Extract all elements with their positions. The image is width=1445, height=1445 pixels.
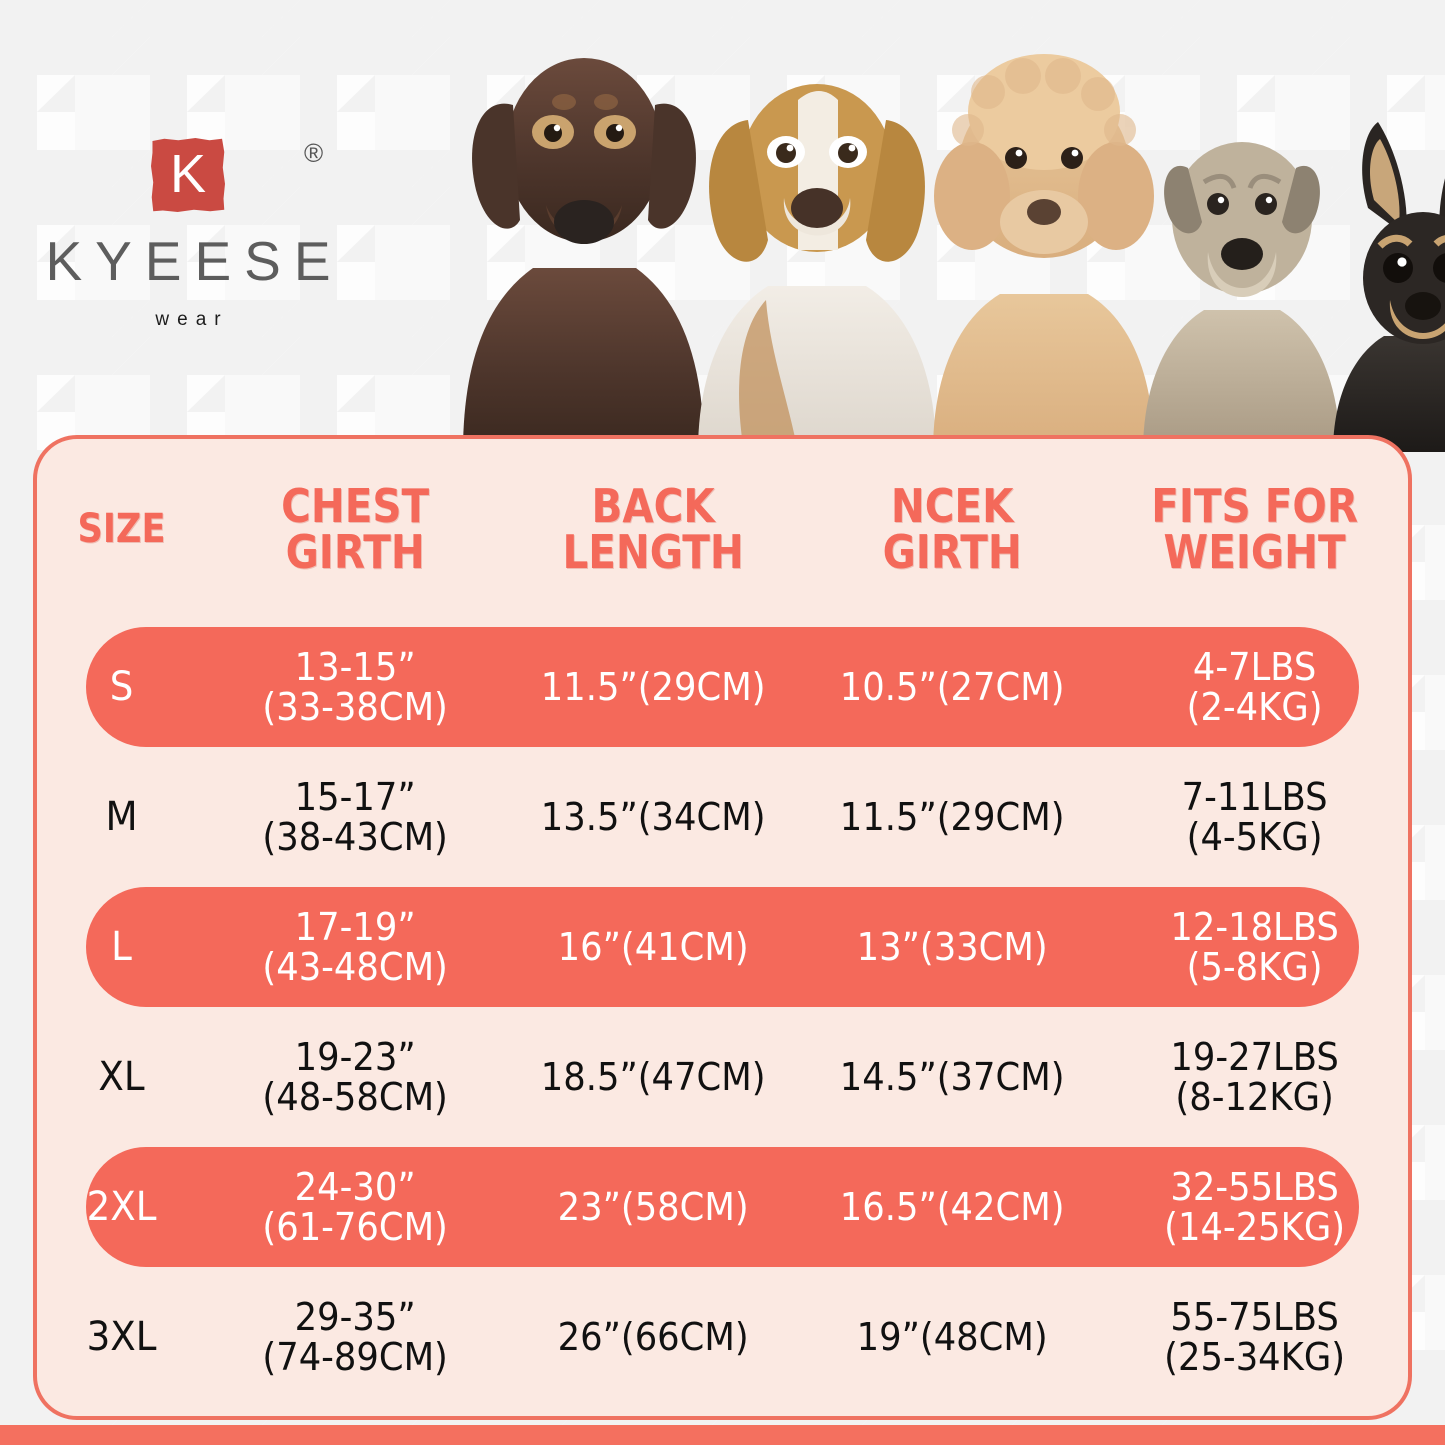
table-row-l: L 17-19” (43-48CM) 16”(41CM) 13”(33CM) 1… [37,887,1408,1007]
brand-logo: K ® KYEESE wear [18,130,358,331]
column-header-neck-girth: NCEK GIRTH [882,479,1022,579]
brand-tagline: wear [155,309,229,330]
cell-fits-for-weight: 4-7LBS (2-4KG) [1186,644,1323,729]
cell-fits-for-weight: 19-27LBS (8-12KG) [1170,1034,1339,1119]
cell-chest-girth: 15-17” (38-43CM) [262,774,448,859]
dogs-illustration [463,54,1445,452]
table-row-2xl: 2XL 24-30” (61-76CM) 23”(58CM) 16.5”(42C… [37,1147,1408,1267]
cell-neck-girth: 19”(48CM) [856,1314,1048,1359]
logo-letter-k: K [169,144,207,204]
dog-chihuahua [1333,122,1445,452]
cell-chest-girth: 17-19” (43-48CM) [262,904,448,989]
cell-back-length: 16”(41CM) [557,924,749,969]
logo-square-icon: K [151,138,225,212]
logo-mark: K ® [18,130,358,222]
cell-size: M [105,793,138,840]
cell-fits-for-weight: 55-75LBS (25-34KG) [1163,1294,1345,1379]
cell-fits-for-weight: 12-18LBS (5-8KG) [1170,904,1339,989]
column-header-fits-for-weight: FITS FOR WEIGHT [1151,479,1358,579]
dog-doberman [463,58,704,452]
dog-poodle [933,54,1154,452]
column-header-chest-girth: CHEST GIRTH [281,479,430,579]
brand-wordmark: KYEESE [45,230,344,292]
size-chart-table: SIZE CHEST GIRTH BACK LENGTH NCEK GIRTH … [37,439,1408,1416]
dog-schnauzer [1143,142,1340,452]
cell-back-length: 18.5”(47CM) [541,1054,766,1099]
cell-size: 2XL [86,1183,157,1230]
cell-neck-girth: 16.5”(42CM) [839,1184,1065,1229]
cell-neck-girth: 10.5”(27CM) [839,664,1065,709]
row-highlight-pill [86,887,1359,1007]
cell-size: S [109,663,134,710]
row-highlight-pill [86,627,1359,747]
cell-back-length: 23”(58CM) [557,1184,749,1229]
cell-chest-girth: 24-30” (61-76CM) [262,1164,448,1249]
table-row-xl: XL 19-23” (48-58CM) 18.5”(47CM) 14.5”(37… [37,1017,1408,1137]
table-row-m: M 15-17” (38-43CM) 13.5”(34CM) 11.5”(29C… [37,757,1408,877]
cell-chest-girth: 13-15” (33-38CM) [262,644,448,729]
cell-size: XL [98,1053,145,1100]
cell-neck-girth: 14.5”(37CM) [839,1054,1065,1099]
size-chart-card: SIZE CHEST GIRTH BACK LENGTH NCEK GIRTH … [33,435,1412,1420]
table-row-s: S 13-15” (33-38CM) 11.5”(29CM) 10.5”(27C… [37,627,1408,747]
column-header-back-length: BACK LENGTH [562,479,745,579]
registered-trademark-icon: ® [304,138,324,168]
cell-back-length: 11.5”(29CM) [541,664,766,709]
row-highlight-pill [86,1147,1359,1267]
cell-neck-girth: 13”(33CM) [856,924,1048,969]
dogs-photo-strip [368,0,1445,452]
bottom-accent-band [0,1425,1445,1445]
table-row-3xl: 3XL 29-35” (74-89CM) 26”(66CM) 19”(48CM)… [37,1277,1408,1397]
cell-fits-for-weight: 7-11LBS (4-5KG) [1181,774,1328,859]
dog-beagle [698,84,936,452]
cell-neck-girth: 11.5”(29CM) [839,794,1065,839]
cell-back-length: 13.5”(34CM) [541,794,766,839]
table-header-row: SIZE CHEST GIRTH BACK LENGTH NCEK GIRTH … [37,439,1408,619]
cell-chest-girth: 29-35” (74-89CM) [262,1294,448,1379]
cell-back-length: 26”(66CM) [557,1314,749,1359]
cell-size: L [111,923,132,970]
cell-fits-for-weight: 32-55LBS (14-25KG) [1163,1164,1345,1249]
cell-chest-girth: 19-23” (48-58CM) [262,1034,448,1119]
cell-size: 3XL [86,1313,157,1360]
column-header-size: SIZE [77,506,166,552]
